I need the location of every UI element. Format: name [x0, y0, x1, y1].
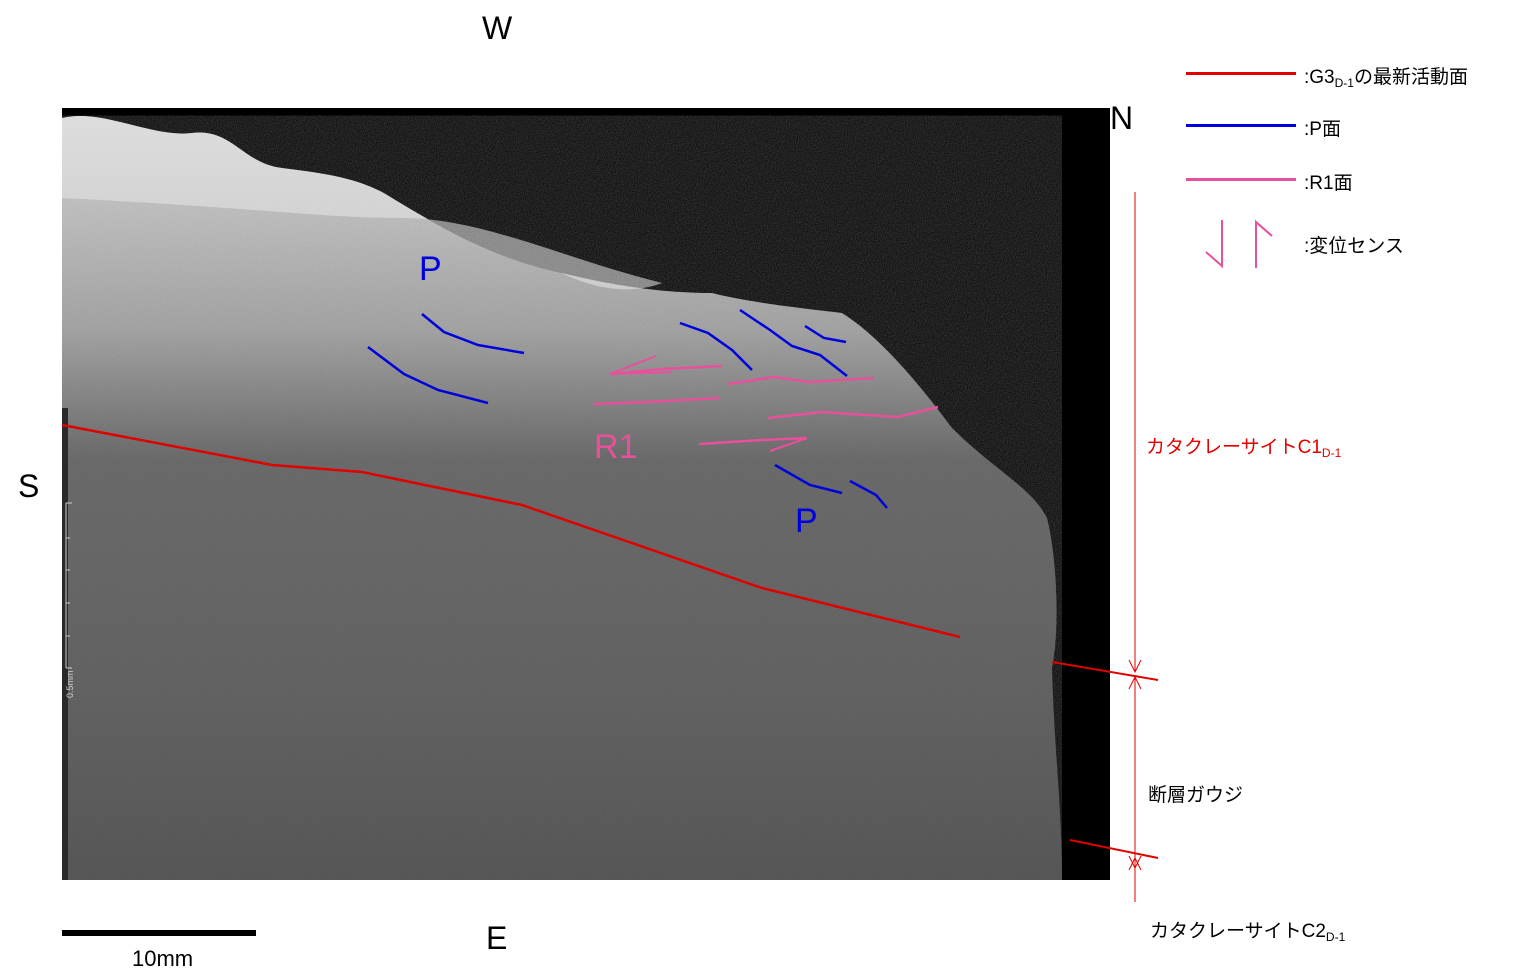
r1-plane-line — [609, 364, 723, 376]
r1-plane-line — [767, 405, 939, 420]
rock-bright-zone — [62, 115, 662, 290]
ct-scan-image: 0.5mm — [62, 108, 1110, 880]
zone-dimension-arrows — [1128, 192, 1142, 902]
p-plane-line — [804, 324, 847, 344]
p-plane-line — [774, 463, 843, 495]
legend-sense-icon — [1205, 219, 1273, 269]
p-plane-label-upper: P — [419, 250, 442, 288]
sense-arrow — [609, 355, 673, 375]
compass-east: E — [486, 920, 508, 956]
rock-specimen — [62, 115, 1062, 880]
p-plane-line — [849, 479, 888, 509]
legend-swatch-r1-plane — [1186, 178, 1296, 181]
p-planes — [367, 308, 888, 509]
p-plane-line — [367, 346, 489, 405]
sense-arrows — [609, 355, 808, 452]
boundary-mark-upper — [1051, 661, 1159, 681]
c1-arrowhead — [1128, 659, 1142, 674]
cataclasite-c1-label: カタクレーサイトC1D-1 — [1146, 437, 1342, 460]
zone-boundary-marks — [1051, 661, 1159, 859]
cataclasite-c2-label: カタクレーサイトC2D-1 — [1150, 921, 1346, 944]
embedded-scale-label: 0.5mm — [65, 670, 75, 698]
c2-arrowhead — [1128, 856, 1142, 871]
sense-arrow — [761, 437, 808, 452]
legend-label-r1-plane: :R1面 — [1304, 173, 1353, 194]
scan-left-edge — [62, 408, 68, 880]
compass-north: N — [1110, 100, 1134, 136]
scale-bar — [62, 930, 256, 936]
boundary-mark-lower — [1069, 839, 1159, 859]
p-plane-line — [739, 308, 848, 377]
legend-label-sense: :変位センス — [1304, 236, 1404, 257]
fault-gouge-label: 断層ガウジ — [1148, 785, 1244, 806]
r1-plane-label: R1 — [594, 428, 638, 466]
scale-bar-label: 10mm — [132, 946, 194, 971]
gouge-arrowhead-top — [1128, 675, 1142, 690]
sense-arrow-up — [1255, 219, 1273, 268]
legend-label-p-plane: :P面 — [1304, 119, 1341, 140]
r1-plane-line — [592, 396, 721, 406]
embedded-scale-ruler — [65, 502, 72, 669]
legend-label-latest-plane: :G3D-1の最新活動面 — [1304, 67, 1468, 90]
p-plane-label-lower: P — [795, 502, 818, 540]
compass-south: S — [18, 468, 40, 504]
legend-swatch-latest-plane — [1186, 72, 1296, 75]
p-plane-line — [679, 321, 753, 371]
sense-arrow-down — [1205, 220, 1223, 269]
r1-plane-line — [727, 375, 875, 386]
latest-activity-plane-line — [62, 423, 961, 639]
legend-swatch-p-plane — [1186, 124, 1296, 127]
p-plane-line — [421, 313, 525, 355]
compass-west: W — [482, 10, 513, 46]
